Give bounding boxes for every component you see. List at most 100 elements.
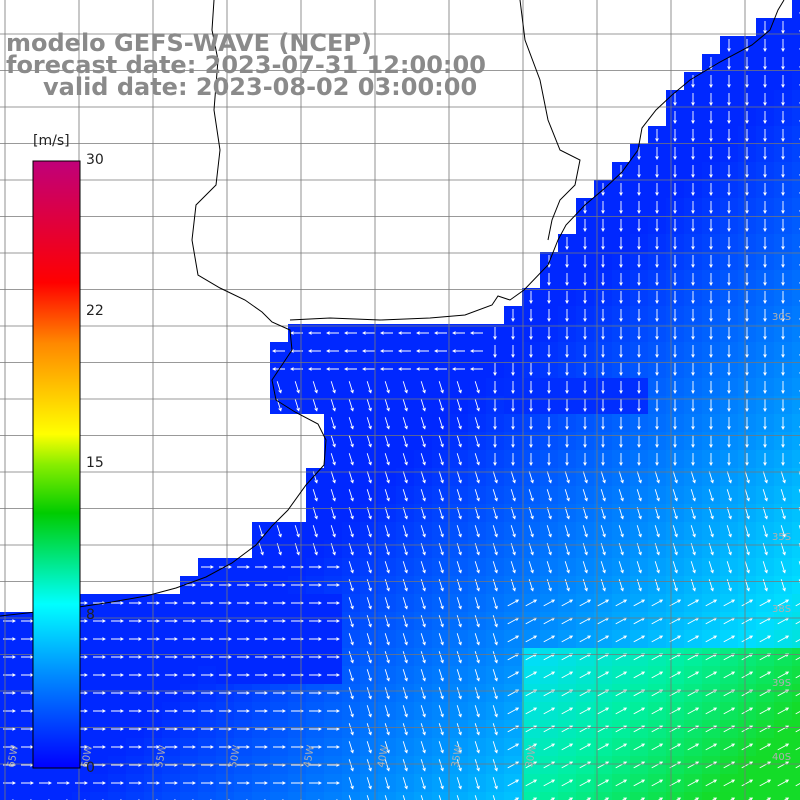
wind-arrow — [93, 745, 106, 749]
wind-arrow — [619, 399, 623, 412]
wind-arrow — [618, 471, 624, 484]
wind-arrow — [420, 741, 426, 754]
wind-arrow — [655, 129, 659, 142]
wind-arrow — [366, 723, 372, 736]
wind-arrow — [795, 693, 800, 697]
wind-arrow — [528, 471, 534, 484]
wind-arrow — [709, 345, 713, 358]
wind-arrow — [651, 671, 664, 679]
wind-arrow — [273, 637, 286, 641]
wind-arrow — [601, 453, 605, 466]
wind-arrow — [637, 219, 641, 232]
wind-arrow — [525, 671, 538, 679]
wind-arrow — [705, 779, 718, 787]
wind-arrow — [438, 633, 444, 646]
wind-arrow — [420, 597, 426, 610]
wind-arrow — [763, 327, 767, 340]
wind-arrow — [633, 779, 646, 787]
wind-arrow — [348, 453, 354, 466]
wind-arrow — [597, 635, 610, 643]
wind-arrow — [759, 599, 772, 607]
wind-arrow — [511, 453, 515, 466]
wind-arrow — [636, 561, 642, 574]
wind-arrow — [456, 561, 462, 574]
wind-arrow — [237, 781, 250, 785]
wind-arrow — [273, 727, 286, 731]
wind-arrow — [474, 687, 480, 700]
wind-arrow — [456, 651, 462, 664]
wind-arrow — [619, 291, 623, 304]
wind-arrow — [673, 129, 677, 142]
wind-arrow — [691, 237, 695, 250]
title-model: modelo GEFS-WAVE (NCEP) — [6, 29, 372, 57]
wind-arrow — [547, 435, 551, 448]
wind-arrow — [525, 635, 538, 643]
wind-arrow — [709, 93, 713, 106]
wind-arrow — [529, 435, 533, 448]
wind-arrow — [474, 777, 480, 790]
wind-arrow — [597, 707, 610, 715]
wind-arrow — [709, 381, 713, 394]
wind-arrow — [511, 399, 515, 412]
wind-arrow — [763, 453, 767, 466]
wind-arrow — [673, 399, 677, 412]
wind-arrow — [745, 417, 749, 430]
wind-arrow — [129, 601, 142, 605]
wind-arrow — [384, 525, 390, 538]
lon-label: 30W — [524, 744, 539, 768]
wind-cell — [792, 522, 800, 540]
wind-arrow — [402, 723, 408, 736]
wind-arrow — [525, 707, 538, 715]
wind-arrow — [402, 741, 408, 754]
wind-arrow — [615, 671, 628, 679]
wind-arrow — [579, 635, 592, 643]
wind-arrow — [470, 367, 483, 371]
wind-arrow — [615, 779, 628, 787]
wind-arrow — [709, 399, 713, 412]
wind-arrow — [777, 779, 790, 787]
wind-arrow — [474, 741, 480, 754]
wind-arrow — [601, 219, 605, 232]
wind-arrow — [165, 673, 178, 677]
wind-arrow — [759, 743, 772, 751]
wind-arrow — [561, 779, 574, 787]
wind-arrow — [384, 399, 390, 412]
wind-arrow — [619, 255, 623, 268]
wind-arrow — [723, 779, 736, 787]
wind-arrow — [183, 727, 196, 731]
wind-arrow — [276, 525, 282, 538]
wind-arrow — [111, 673, 124, 677]
wind-arrow — [474, 759, 480, 772]
wind-cell — [630, 792, 648, 800]
wind-arrow — [691, 93, 695, 106]
wind-arrow — [691, 291, 695, 304]
wind-arrow — [402, 399, 408, 412]
wind-arrow — [416, 349, 429, 353]
wind-arrow — [273, 565, 286, 569]
wind-arrow — [420, 399, 426, 412]
wind-arrow — [619, 201, 623, 214]
wind-arrow — [691, 75, 695, 88]
wind-arrow — [510, 525, 516, 538]
wind-cell — [108, 792, 126, 800]
wind-arrow — [745, 165, 749, 178]
wind-arrow — [398, 349, 411, 353]
wind-arrow — [255, 655, 268, 659]
wind-cell — [216, 792, 234, 800]
wind-cell — [792, 702, 800, 720]
wind-arrow — [219, 619, 232, 623]
wind-arrow — [528, 489, 534, 502]
wind-arrow — [727, 255, 731, 268]
wind-arrow — [493, 327, 497, 340]
wind-arrow — [762, 471, 768, 484]
wind-arrow — [129, 655, 142, 659]
wind-arrow — [93, 619, 106, 623]
wind-arrow — [741, 671, 754, 679]
wind-arrow — [474, 381, 480, 394]
wind-cell — [36, 792, 54, 800]
wind-cell — [792, 36, 800, 54]
wind-arrow — [273, 673, 286, 677]
wind-arrow — [763, 345, 767, 358]
wind-arrow — [745, 237, 749, 250]
wind-arrow — [420, 525, 426, 538]
